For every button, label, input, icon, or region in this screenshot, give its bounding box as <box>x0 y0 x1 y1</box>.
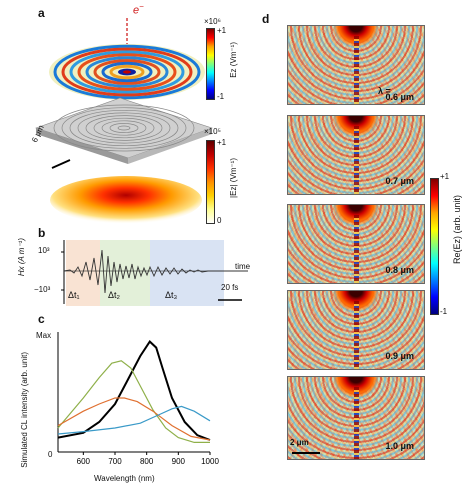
series-line-1 <box>57 340 211 441</box>
scale-label-d: 2 μm <box>290 438 309 447</box>
lambda-label: λ = <box>378 86 391 96</box>
cbar-d-max: +1 <box>440 172 450 181</box>
c-ytick-max: Max <box>36 331 52 340</box>
cbar-d-label: Re(Ez) (arb. unit) <box>452 195 462 265</box>
chart-series <box>57 340 211 444</box>
wavelength-label-3: 0.8 μm <box>385 265 414 275</box>
x-tick-label: 600 <box>77 457 91 466</box>
electron-label: e− <box>133 2 144 17</box>
panel-c-label: c <box>38 312 45 326</box>
dt1-label: Δt₁ <box>68 290 80 300</box>
field-map-5: 1.0 μm <box>287 376 425 460</box>
field-map-1: λ = 0.6 μm <box>287 25 425 105</box>
wavelength-label-1: 0.6 μm <box>385 92 414 102</box>
panel-b-label: b <box>38 226 46 240</box>
hx-tick-bottom: −10³ <box>34 285 51 294</box>
wavelength-label-2: 0.7 μm <box>385 176 414 186</box>
cbar-top-label: Ez (Vm⁻¹) <box>229 42 238 78</box>
cbar-bottom <box>206 140 215 224</box>
scale-bar-a <box>51 159 71 169</box>
c-ylabel: Simulated CL intensity (arb. unit) <box>20 352 29 468</box>
field-map-3: 0.8 μm <box>287 204 425 284</box>
time-label: time <box>235 262 251 271</box>
hx-tick-top: 10³ <box>38 246 50 255</box>
dt2-label: Δt₂ <box>108 290 121 300</box>
field-map-4: 0.9 μm <box>287 290 425 370</box>
scale-bar-d <box>292 452 320 454</box>
cbar-bottom-max: +1 <box>217 138 227 147</box>
cbar-bottom-min: 0 <box>217 216 222 225</box>
series-line-2 <box>57 360 210 444</box>
hx-waveform <box>63 249 248 294</box>
x-tick-label: 800 <box>140 457 154 466</box>
field-map-2: 0.7 μm <box>287 115 425 195</box>
series-line-3 <box>57 397 211 441</box>
cbar-top-min: -1 <box>217 92 225 101</box>
scale-label-b: 20 fs <box>221 283 239 292</box>
panel-d-label: d <box>262 12 270 26</box>
cbar-top-max: +1 <box>217 26 227 35</box>
panel-a-label: a <box>38 6 45 20</box>
window-dt3 <box>150 240 224 306</box>
c-ytick-min: 0 <box>48 450 53 459</box>
chart-axes: 600 700 800 900 1000 <box>57 332 219 466</box>
cbar-bottom-label: |Ez| (Vm⁻¹) <box>229 158 238 198</box>
far-field-intensity <box>50 176 202 224</box>
x-tick-label: 1000 <box>201 457 219 466</box>
x-tick-label: 900 <box>172 457 186 466</box>
cbar-bottom-exponent: ×10⁵ <box>204 127 221 136</box>
panel-a-illustration <box>35 18 213 224</box>
panel-b-time-trace <box>61 240 248 306</box>
hx-axis-label: Hx (A m⁻¹) <box>17 238 26 277</box>
cbar-top <box>206 28 215 100</box>
dt3-label: Δt₃ <box>165 290 178 300</box>
x-tick-label: 700 <box>108 457 122 466</box>
c-xlabel: Wavelength (nm) <box>94 474 155 483</box>
wavelength-label-4: 0.9 μm <box>385 351 414 361</box>
wavelength-label-5: 1.0 μm <box>385 441 414 451</box>
cbar-top-exponent: ×10⁶ <box>204 17 221 26</box>
grating-slab <box>35 97 213 164</box>
ez-field-disk <box>49 44 205 100</box>
series-line-4 <box>57 405 211 435</box>
cbar-d-min: -1 <box>440 307 448 316</box>
cbar-d <box>430 178 439 315</box>
panel-c-chart: 600 700 800 900 1000 <box>57 332 219 466</box>
